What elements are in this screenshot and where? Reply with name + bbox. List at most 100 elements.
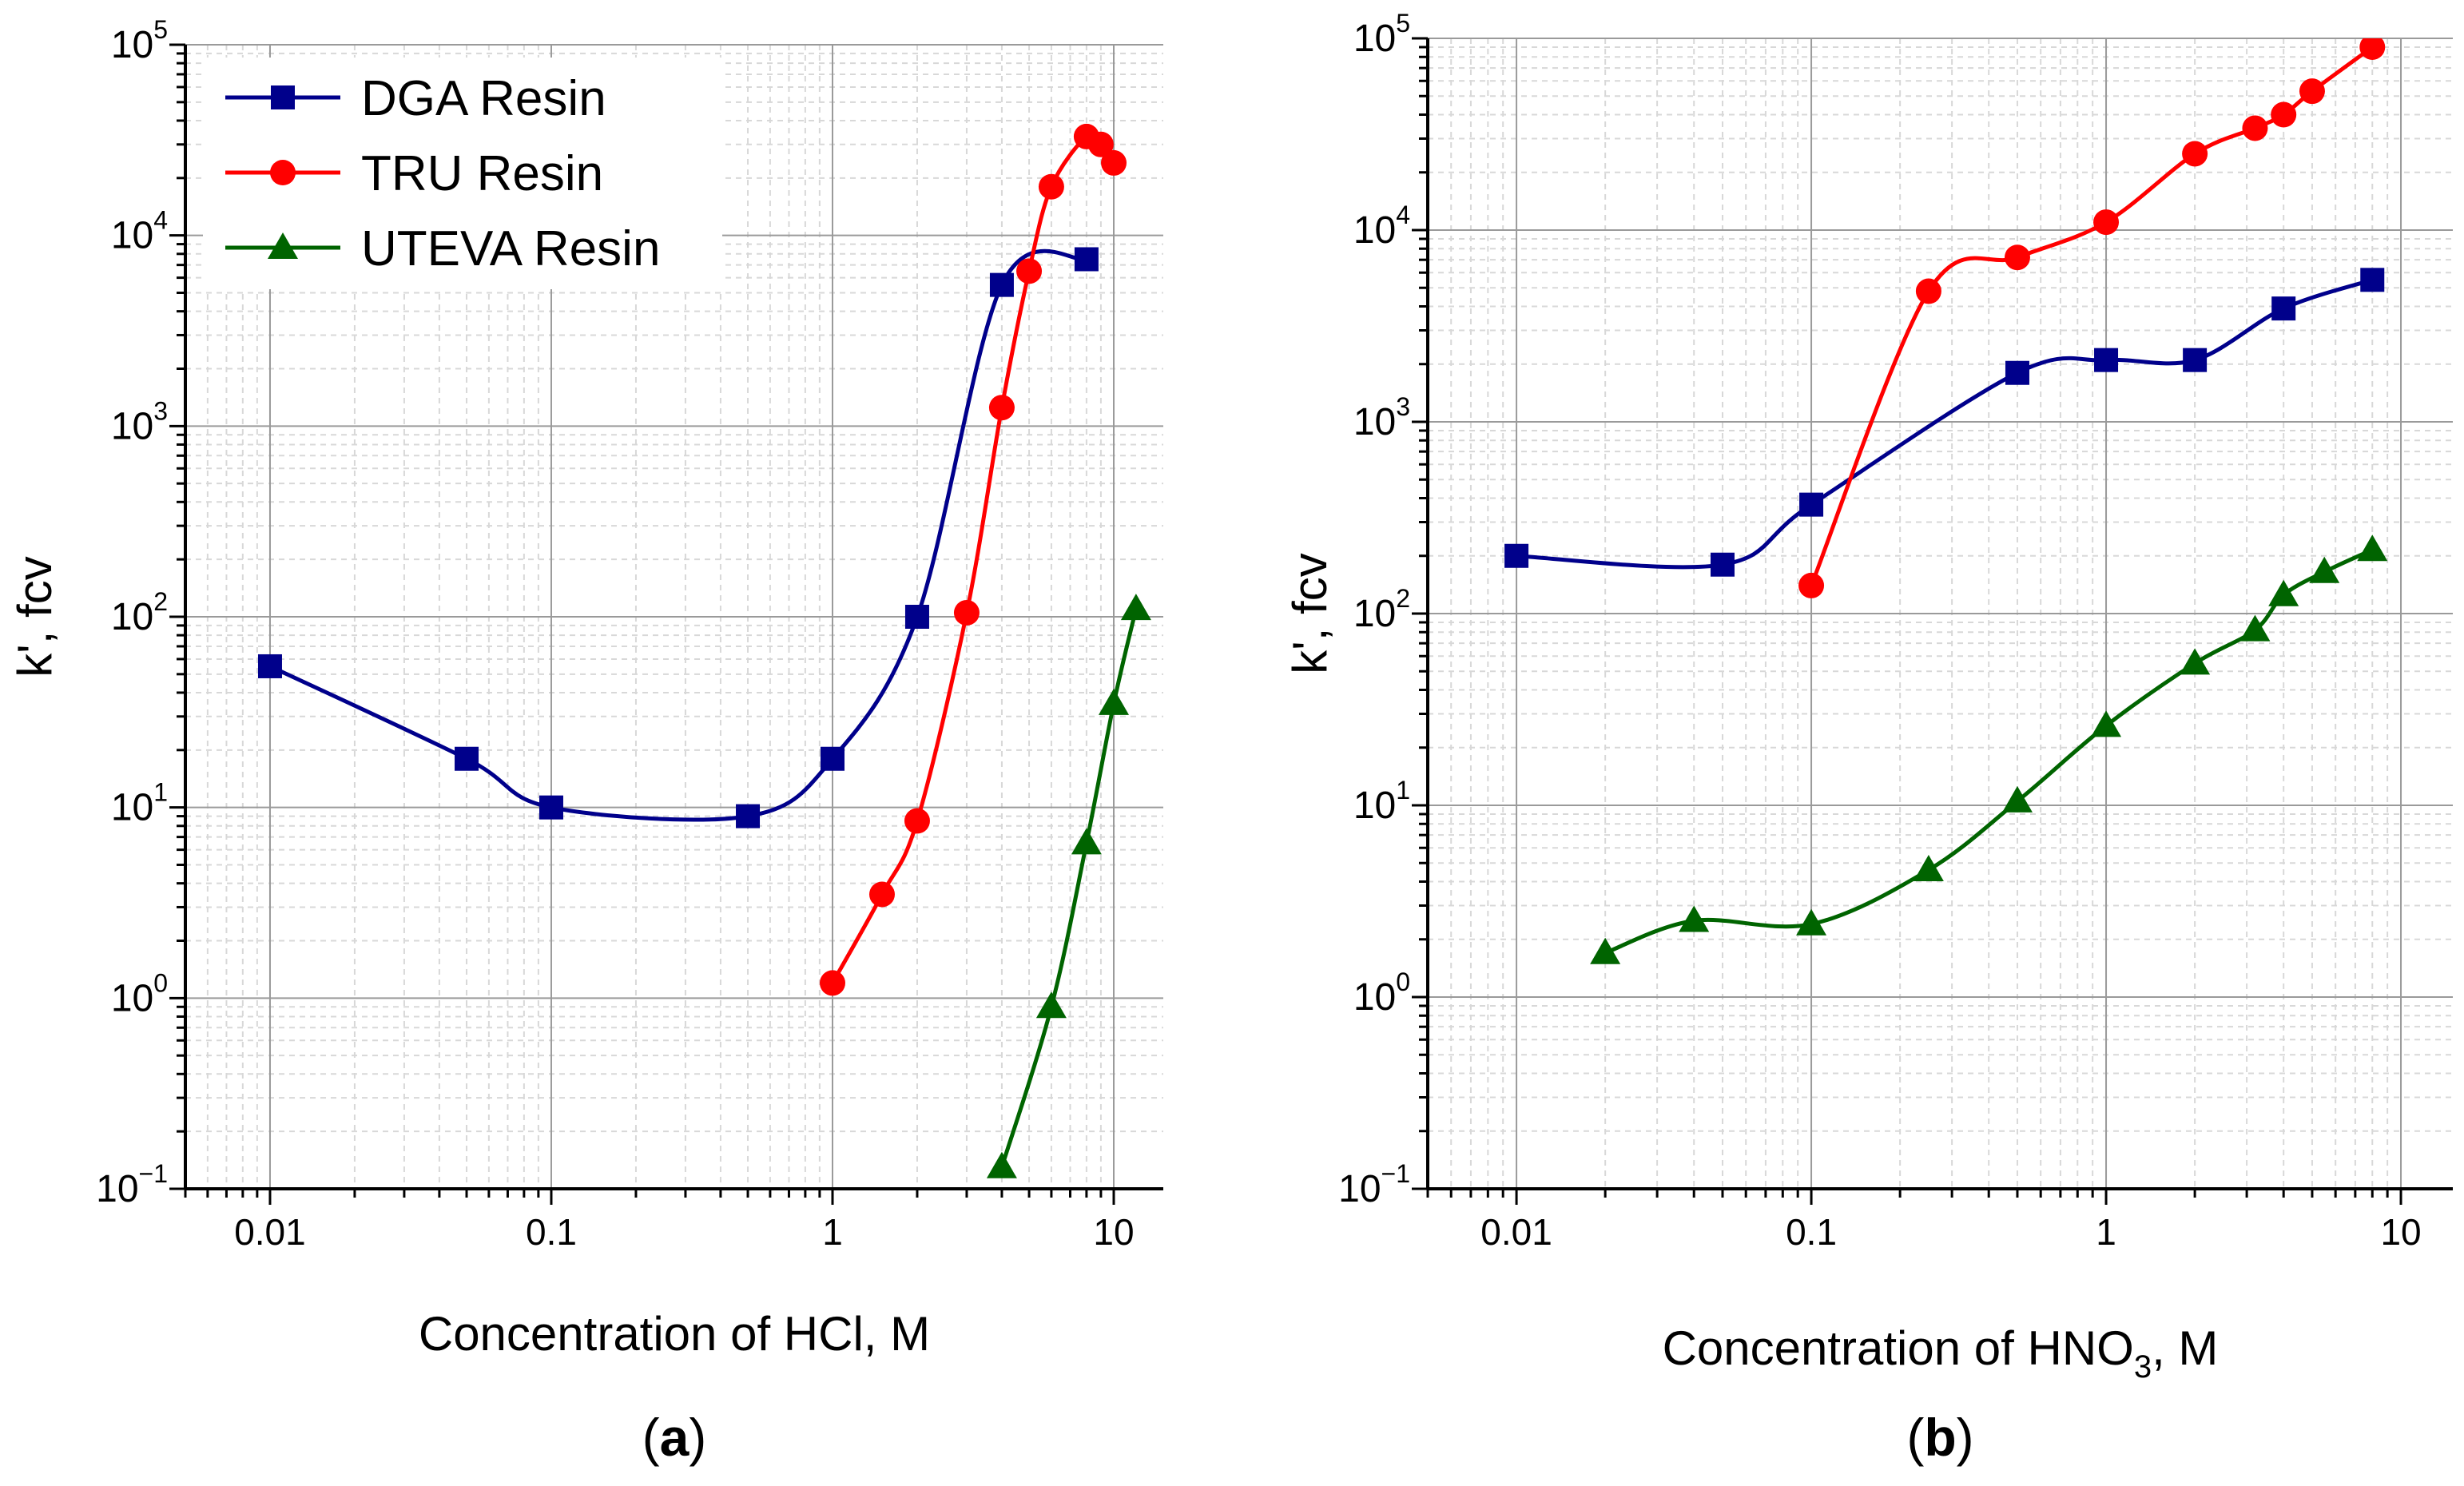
data-point-tru-resin [904, 808, 930, 834]
data-point-uteva-resin [1590, 937, 1621, 964]
data-point-dga-resin [1504, 543, 1529, 568]
y-axis-label: k', fcv [1283, 553, 1337, 673]
y-tick-label: 104 [111, 206, 168, 257]
x-axis-label-main: Concentration of HNO [1663, 1321, 2134, 1375]
y-tick-label: 102 [111, 587, 168, 638]
y-tick-exponent: 4 [1396, 201, 1410, 229]
panel-a: 0.01 0.1 1 1010−1100101102103104105Concentr… [8, 15, 1163, 1467]
y-tick-label: 10−1 [96, 1159, 168, 1210]
data-point-dga-resin [2094, 348, 2119, 372]
y-axis-label: k', fcv [8, 556, 62, 677]
data-point-dga-resin [2360, 268, 2385, 292]
plot-area [1504, 38, 2388, 964]
data-point-tru-resin [2299, 78, 2325, 105]
y-tick-exponent: 2 [1396, 584, 1410, 613]
data-point-tru-resin [868, 881, 895, 908]
y-tick-exponent: 2 [153, 587, 168, 616]
y-tick-base: 10 [111, 24, 153, 66]
y-tick-label: 101 [1353, 776, 1410, 827]
data-point-dga-resin [2005, 360, 2029, 385]
y-tick-base: 10 [1353, 976, 1396, 1019]
data-point-dga-resin [1799, 492, 1824, 517]
panel-label-letter: a [660, 1408, 690, 1467]
legend-label-tru-resin: TRU Resin [361, 146, 603, 201]
x-tick-label: 10 [2380, 1211, 2421, 1253]
data-point-tru-resin [2093, 209, 2120, 236]
y-tick-label: 102 [1353, 584, 1410, 635]
panel-label: (a) [642, 1408, 707, 1467]
legend: DGA Resin TRU Resin UTEVA Resin [203, 58, 722, 289]
x-tick-label: 1 [822, 1211, 843, 1253]
data-point-tru-resin [2271, 101, 2297, 128]
y-tick-label: 105 [111, 15, 168, 66]
data-point-uteva-resin [986, 1151, 1017, 1178]
y-tick-exponent: 3 [1396, 392, 1410, 421]
data-point-tru-resin [1798, 572, 1825, 598]
data-point-tru-resin [953, 599, 980, 626]
data-point-tru-resin [2004, 244, 2030, 271]
y-tick-exponent: 0 [1396, 967, 1410, 996]
plot-area [257, 123, 1151, 1178]
legend-marker-uteva-resin [268, 232, 298, 259]
data-point-uteva-resin [1679, 905, 1710, 932]
panel-label-close: ) [689, 1408, 706, 1467]
data-point-uteva-resin [2239, 614, 2271, 642]
legend-marker-dga-resin [271, 85, 295, 109]
data-point-uteva-resin [1796, 908, 1827, 936]
data-point-uteva-resin [2091, 710, 2122, 737]
data-point-tru-resin [1016, 258, 1043, 284]
grid [1428, 38, 2453, 1190]
y-tick-label: 105 [1353, 9, 1410, 60]
y-tick-label: 103 [111, 396, 168, 447]
legend-label-uteva-resin: UTEVA Resin [361, 221, 660, 276]
data-point-tru-resin [1038, 173, 1064, 200]
y-tick-base: 10 [111, 977, 153, 1019]
data-point-dga-resin [539, 795, 563, 820]
y-tick-base: 10 [1353, 18, 1396, 60]
y-tick-exponent: 4 [153, 206, 168, 235]
panel-label-open: ( [642, 1408, 660, 1467]
data-point-uteva-resin [2180, 648, 2211, 675]
data-point-dga-resin [455, 746, 479, 771]
x-tick-label: 0.1 [526, 1211, 577, 1253]
x-tick-label: 10 [1093, 1211, 1134, 1253]
legend-label-dga-resin: DGA Resin [361, 71, 606, 126]
data-point-dga-resin [2271, 296, 2296, 321]
data-point-uteva-resin [1913, 854, 1944, 881]
x-tick-label: 0.1 [1786, 1211, 1837, 1253]
x-axis-label-subscript: 3 [2134, 1349, 2152, 1385]
panel-b: 0.01 0.1 1 1010−1100101102103104105Concentr… [1283, 9, 2453, 1467]
data-point-tru-resin [1101, 149, 1127, 176]
x-axis-label: Concentration of HNO3, M [1663, 1321, 2219, 1385]
y-tick-label: 100 [111, 968, 168, 1019]
y-tick-base: 10 [1353, 401, 1396, 443]
y-tick-base: 10 [1338, 1168, 1381, 1210]
series-line-dga-resin [1516, 277, 2374, 570]
data-point-tru-resin [2182, 141, 2208, 167]
legend-marker-tru-resin [270, 160, 296, 185]
y-tick-label: 100 [1353, 967, 1410, 1019]
data-point-tru-resin [819, 970, 845, 996]
data-point-uteva-resin [1120, 594, 1151, 621]
x-tick-label: 0.01 [234, 1211, 306, 1253]
data-point-dga-resin [989, 272, 1014, 297]
data-point-uteva-resin [1099, 688, 1130, 715]
y-tick-base: 10 [1353, 785, 1396, 827]
y-tick-exponent: 1 [153, 778, 168, 807]
x-tick-label: 0.01 [1480, 1211, 1552, 1253]
y-tick-label: 103 [1353, 392, 1410, 443]
data-point-dga-resin [2183, 348, 2208, 372]
y-tick-label: 101 [111, 778, 168, 829]
y-tick-label: 10−1 [1338, 1159, 1410, 1210]
y-tick-exponent: 1 [1396, 776, 1410, 805]
data-point-uteva-resin [2001, 785, 2033, 813]
data-point-dga-resin [257, 654, 282, 678]
y-tick-exponent: 5 [153, 15, 168, 44]
data-point-dga-resin [1074, 247, 1099, 272]
data-point-dga-resin [904, 605, 929, 629]
y-tick-exponent: 5 [1396, 9, 1410, 38]
y-tick-base: 10 [111, 215, 153, 257]
y-tick-base: 10 [1353, 209, 1396, 252]
y-tick-base: 10 [1353, 593, 1396, 635]
